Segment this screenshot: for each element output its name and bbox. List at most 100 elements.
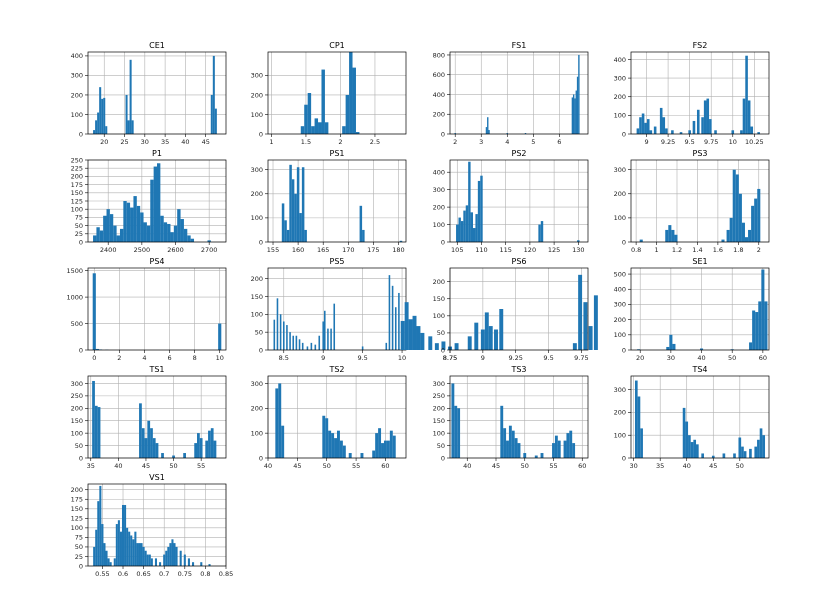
x-tick-label: 9.5 [684, 138, 694, 146]
subplot-ps4: PS4 0 2 4 6 8 10 0 500 1000 1500 [66, 257, 227, 362]
histogram-bar [327, 328, 329, 350]
histogram-bar [381, 443, 384, 458]
y-tick-label: 200 [251, 275, 263, 283]
x-tick-label: 0.75 [178, 570, 192, 578]
x-tick-label: 9.25 [508, 354, 522, 362]
histogram-bar [95, 529, 98, 566]
histogram-bar [124, 504, 127, 566]
histogram-bar [636, 128, 640, 134]
histogram-bar [731, 130, 735, 134]
x-tick-label: 0 [92, 354, 96, 362]
y-tick-label: 150 [71, 417, 83, 425]
histogram-bar [690, 442, 694, 458]
histogram-bar [194, 443, 198, 458]
x-tick-label: 8.75 [443, 354, 457, 362]
axes-frame [630, 375, 770, 459]
axes-frame [267, 51, 407, 135]
histogram-bar [659, 107, 663, 134]
histogram-bar [115, 524, 118, 566]
y-tick-label: 0 [441, 130, 445, 138]
histogram-bar [465, 205, 469, 242]
histogram-bar [735, 174, 739, 242]
histogram-bar [751, 205, 755, 242]
x-tick-label: 50 [323, 462, 331, 470]
subplot-ps3: PS3 0.8 1 1.2 1.4 1.6 1.8 2 0 100 200 300 [614, 149, 770, 254]
histogram-bar [671, 130, 674, 134]
histogram-bar [764, 301, 768, 350]
histogram-bar [143, 222, 147, 242]
histogram-bar [276, 298, 279, 350]
histogram-bar [152, 438, 156, 458]
histogram-bar [666, 346, 670, 350]
histogram-bar [322, 321, 324, 350]
axes-frame [630, 159, 770, 243]
histogram-bar [304, 104, 308, 134]
histogram-bar [468, 161, 471, 242]
x-tick-label: 1.4 [692, 246, 702, 254]
histogram-bar [649, 130, 653, 134]
histogram-bar [187, 235, 191, 242]
histogram-bar [400, 320, 405, 350]
x-tick-label: 50 [521, 462, 529, 470]
y-tick-label: 500 [71, 320, 83, 328]
histogram-bar [192, 562, 195, 566]
histogram-bar [488, 326, 493, 350]
histogram-bar [113, 225, 117, 242]
histogram-bar [141, 428, 145, 458]
histogram-bar [463, 210, 466, 242]
histogram-bar [93, 130, 96, 134]
y-tick-label: 0 [259, 130, 263, 138]
x-tick-label: 4 [142, 354, 146, 362]
y-tick-label: 0 [79, 346, 83, 354]
histogram-bar [167, 546, 170, 566]
histogram-bar [160, 215, 164, 242]
histogram-bar [404, 302, 409, 350]
histogram-bar [314, 118, 319, 134]
x-tick-label: 40 [181, 138, 189, 146]
histogram-bar [383, 440, 387, 458]
x-tick-label: 120 [524, 246, 536, 254]
histogram-bar [207, 240, 211, 242]
x-tick-label: 180 [392, 246, 404, 254]
x-tick-label: 2600 [167, 246, 184, 254]
histogram-bar [146, 225, 151, 242]
histogram-bar [205, 440, 209, 458]
histogram-bar [733, 453, 736, 458]
y-tick-label: 200 [433, 278, 445, 286]
x-tick-label: 45 [709, 462, 717, 470]
subplot-title: P1 [152, 149, 162, 158]
histogram-bar [342, 126, 346, 134]
y-tick-label: 1000 [66, 293, 83, 301]
y-tick-label: 300 [433, 186, 445, 194]
histogram-bar [208, 430, 211, 458]
histogram-bar [485, 127, 488, 134]
y-tick-label: 100 [614, 112, 626, 120]
x-tick-label: 1.6 [713, 246, 723, 254]
histogram-bar [757, 188, 761, 242]
histogram-bar [294, 193, 297, 242]
histogram-bar [171, 539, 174, 566]
histogram-bar [175, 546, 178, 566]
histogram-bar [762, 435, 766, 458]
x-tick-label: 45 [142, 462, 150, 470]
x-tick-label: 35 [656, 462, 664, 470]
histogram-bar [745, 55, 748, 134]
histogram-bar [119, 531, 122, 566]
x-tick-label: 0.8 [200, 570, 210, 578]
histogram-bar [148, 554, 151, 566]
histogram-bar [92, 380, 95, 458]
x-tick-label: 1.5 [301, 138, 311, 146]
histogram-bar [538, 224, 541, 242]
histogram-bar [685, 421, 689, 458]
histogram-bar [738, 193, 742, 242]
histogram-bar [408, 319, 413, 350]
x-tick-label: 0.7 [159, 570, 169, 578]
histogram-bar [506, 133, 508, 134]
y-tick-label: 200 [251, 91, 263, 99]
x-tick-label: 40 [683, 462, 691, 470]
y-tick-label: 400 [614, 286, 626, 294]
histogram-bar [144, 438, 148, 458]
x-tick-label: 8.75 [443, 354, 457, 362]
subplot-ts1: TS1 35 40 45 50 55 0 50 100 150 200 250 300 [71, 365, 227, 470]
histogram-bar [391, 285, 394, 350]
